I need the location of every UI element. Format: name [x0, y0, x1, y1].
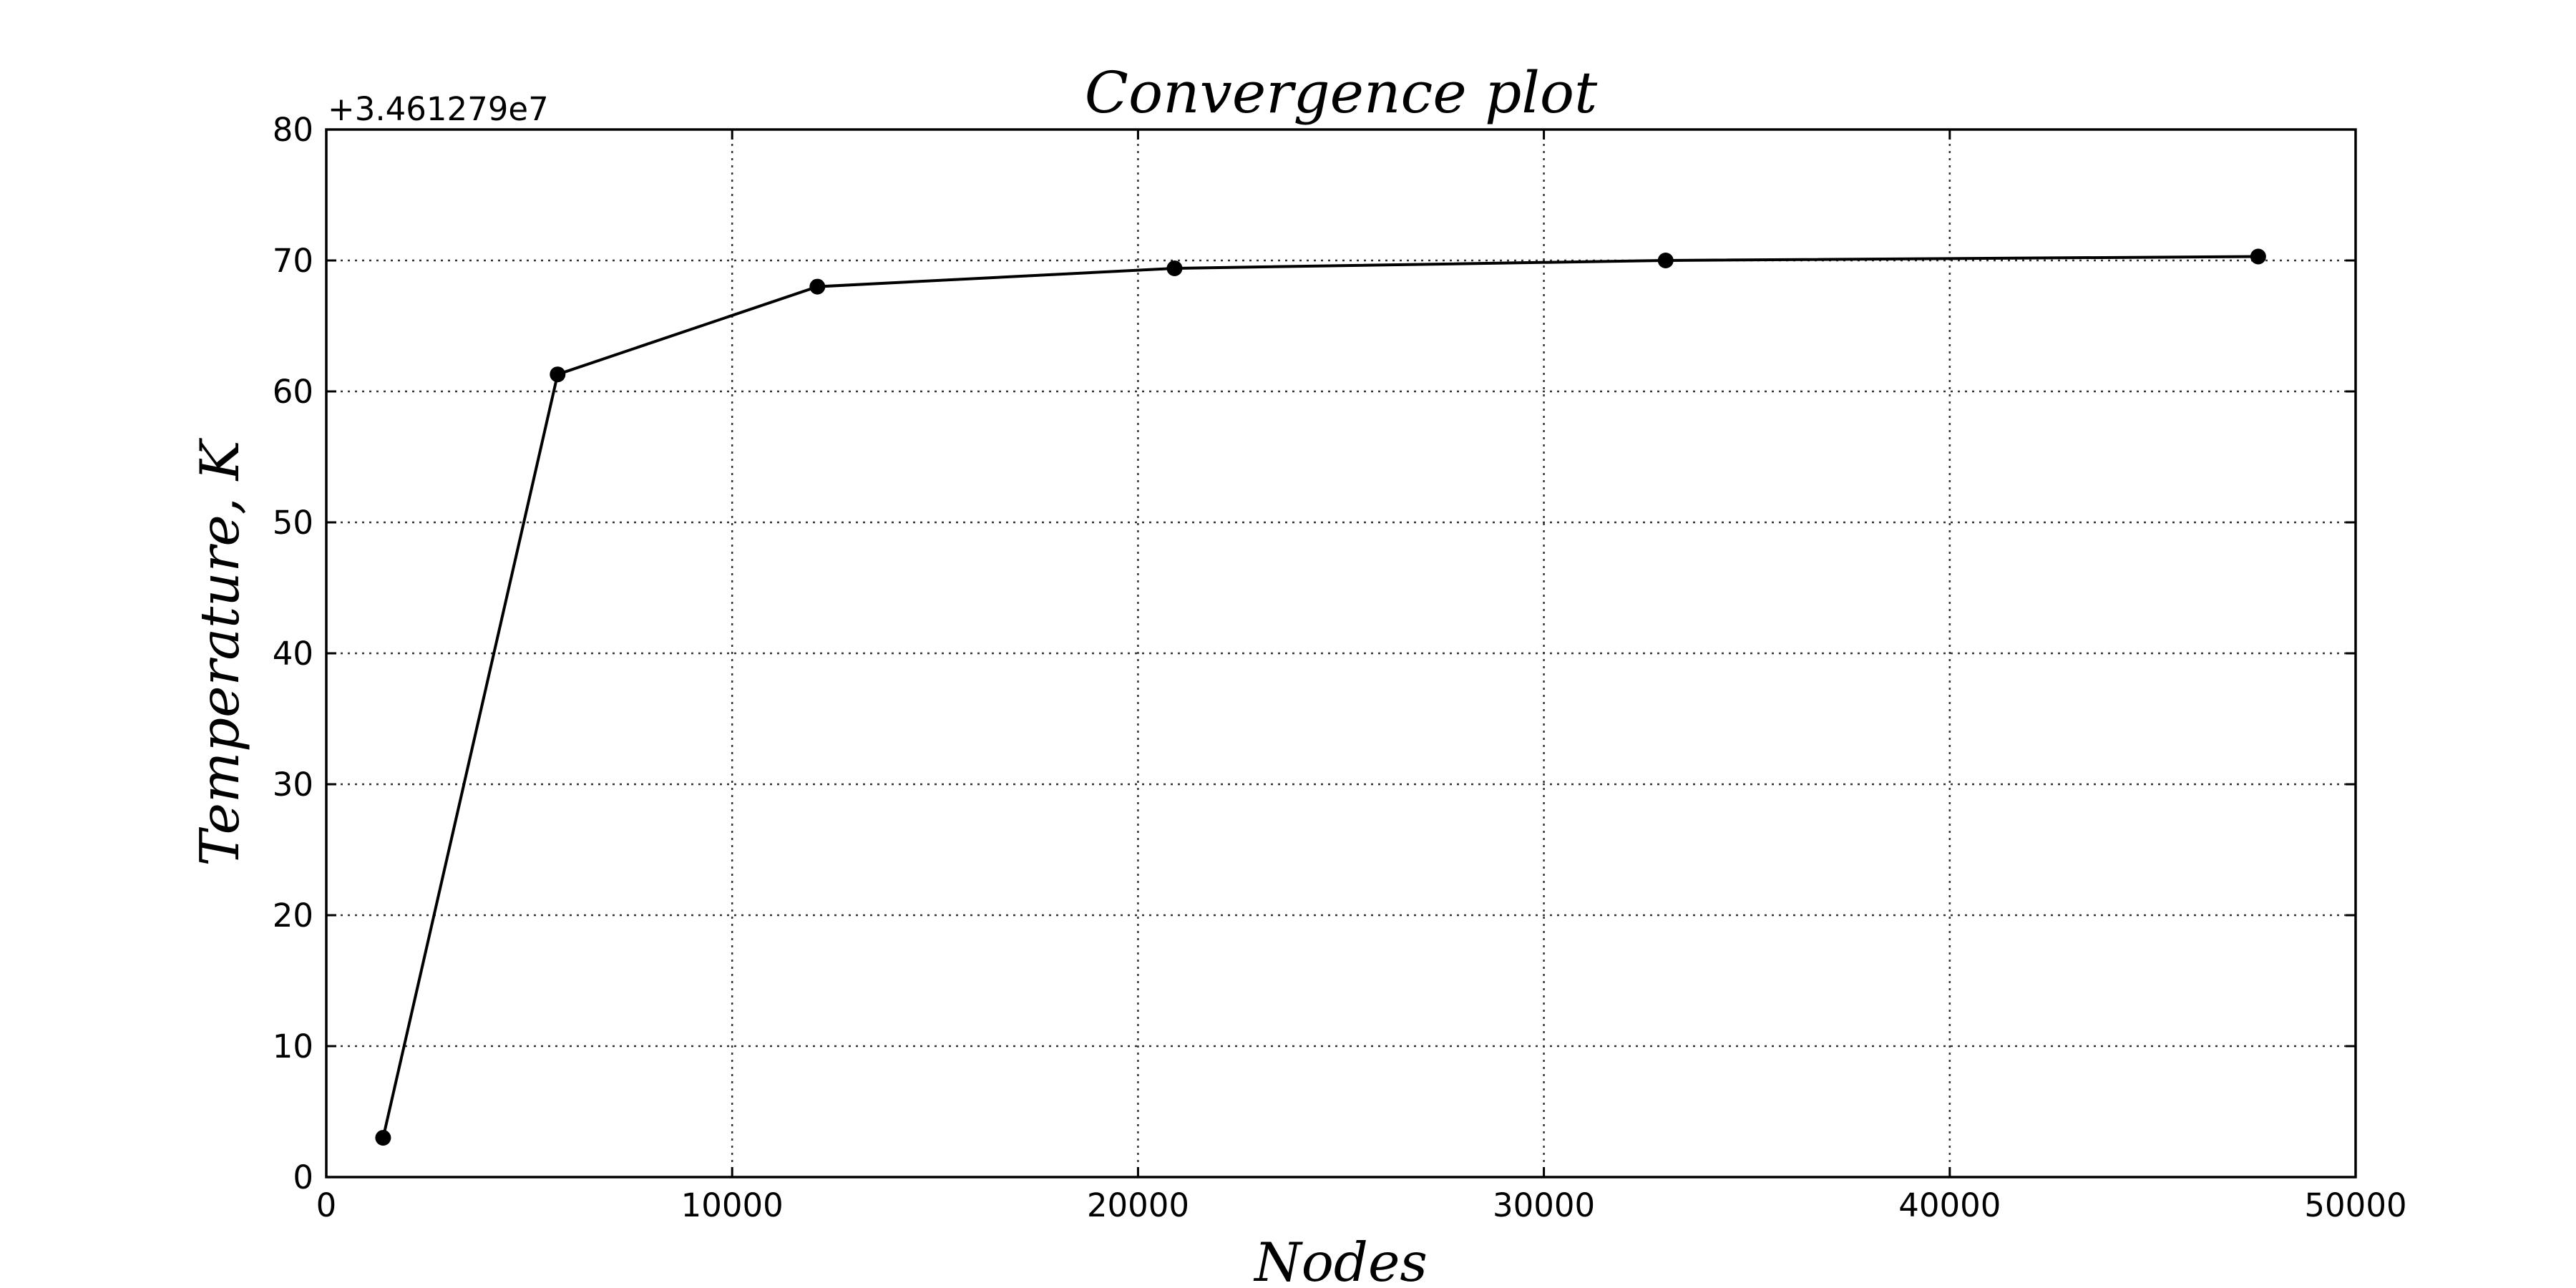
x-tick-label: 30000: [1493, 1186, 1595, 1224]
y-tick-label: 30: [273, 766, 313, 804]
y-tick-label: 80: [273, 111, 313, 149]
y-tick-label: 0: [293, 1158, 313, 1196]
data-point: [1166, 260, 1183, 276]
data-point: [375, 1130, 391, 1146]
y-axis-title: Temperature, K: [188, 438, 251, 867]
y-tick-label: 50: [273, 504, 313, 542]
x-tick-label: 20000: [1087, 1186, 1189, 1224]
y-offset-label: +3.461279e7: [328, 90, 549, 128]
x-tick-label: 10000: [681, 1186, 784, 1224]
y-tick-label: 60: [273, 373, 313, 411]
data-point: [2250, 248, 2266, 265]
x-tick-label: 40000: [1898, 1186, 2001, 1224]
data-point: [1657, 253, 1674, 268]
x-tick-label: 50000: [2304, 1186, 2406, 1224]
x-tick-label: 0: [316, 1186, 337, 1224]
y-tick-label: 20: [273, 897, 313, 935]
y-tick-labels: 0 10 20 30 40 50 60 70 80: [273, 111, 313, 1196]
tick-marks: [325, 128, 2357, 1179]
chart-title: Convergence plot: [1085, 59, 1598, 126]
y-tick-label: 40: [273, 635, 313, 673]
y-tick-label: 10: [273, 1028, 313, 1065]
grid-lines: [325, 128, 2357, 1179]
data-point: [809, 278, 826, 295]
x-axis-title: Nodes: [1253, 1231, 1428, 1288]
series-line: [381, 255, 2258, 1138]
data-point: [550, 366, 566, 383]
x-tick-labels: 0 10000 20000 30000 40000 50000: [316, 1186, 2407, 1224]
y-tick-label: 70: [273, 242, 313, 280]
series-layer: [375, 248, 2266, 1146]
